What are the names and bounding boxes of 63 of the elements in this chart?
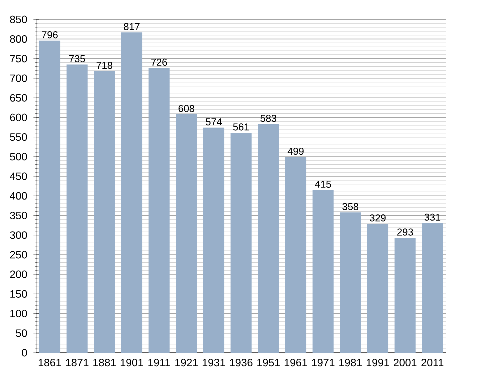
bar (312, 190, 334, 353)
bar (394, 238, 416, 353)
bar (258, 124, 280, 353)
data-label: 329 (370, 214, 386, 222)
y-tick-label: 600 (10, 114, 28, 122)
data-label: 817 (124, 23, 140, 30)
y-tick-label: 650 (10, 94, 28, 102)
y-tick-label: 450 (10, 172, 28, 180)
x-tick-label: 1981 (340, 359, 362, 367)
y-tick-label: 750 (10, 55, 28, 63)
y-tick-label: 200 (10, 270, 28, 278)
x-tick-label: 1991 (366, 359, 390, 367)
bar (176, 114, 198, 353)
data-label: 726 (152, 58, 168, 66)
data-label: 561 (233, 124, 250, 131)
y-tick-label: 150 (10, 290, 28, 298)
y-tick-label: 500 (10, 153, 28, 161)
bar (39, 40, 61, 353)
data-label: 331 (424, 214, 441, 221)
x-tick-label: 1961 (284, 359, 308, 367)
x-tick-label: 1931 (202, 359, 226, 367)
bar (422, 223, 444, 353)
x-tick-label: 1921 (176, 359, 198, 367)
x-tick-label: 1871 (66, 359, 89, 367)
data-label: 293 (397, 228, 414, 236)
y-tick-label: 700 (10, 74, 28, 82)
x-tick-label: 1911 (148, 359, 170, 367)
data-label: 358 (342, 203, 359, 210)
bar (367, 224, 389, 353)
data-label: 499 (288, 148, 304, 156)
y-tick-label: 850 (10, 16, 28, 24)
x-tick-label: 1881 (94, 359, 116, 367)
y-tick-label: 0 (22, 349, 28, 357)
data-label: 796 (42, 31, 58, 39)
data-label: 415 (315, 181, 332, 188)
bar (66, 64, 88, 353)
bar (230, 132, 252, 353)
x-tick-label: 1971 (312, 359, 335, 367)
data-label: 574 (206, 118, 222, 126)
y-tick-label: 300 (10, 232, 28, 240)
x-tick-label: 1936 (230, 359, 253, 367)
y-tick-label: 350 (10, 212, 28, 220)
x-tick-label: 1901 (120, 359, 144, 367)
bar (285, 157, 307, 353)
x-tick-label: 1951 (258, 359, 280, 367)
y-tick-label: 550 (10, 134, 28, 142)
y-tick-label: 100 (10, 310, 28, 318)
data-label: 583 (260, 115, 277, 122)
bar (203, 128, 225, 353)
x-tick-label: 2011 (422, 359, 444, 367)
data-label: 735 (70, 55, 86, 62)
x-tick-label: 1861 (38, 359, 62, 367)
x-tick-label: 2001 (394, 359, 417, 367)
y-tick-label: 250 (10, 251, 28, 259)
y-tick-label: 50 (16, 330, 28, 338)
bar (94, 71, 116, 353)
bar (340, 212, 362, 353)
data-label: 608 (178, 105, 195, 112)
data-label: 718 (96, 62, 113, 70)
bar (148, 68, 170, 353)
bar (121, 32, 143, 353)
y-tick-label: 400 (10, 192, 28, 200)
y-tick-label: 800 (10, 35, 28, 44)
